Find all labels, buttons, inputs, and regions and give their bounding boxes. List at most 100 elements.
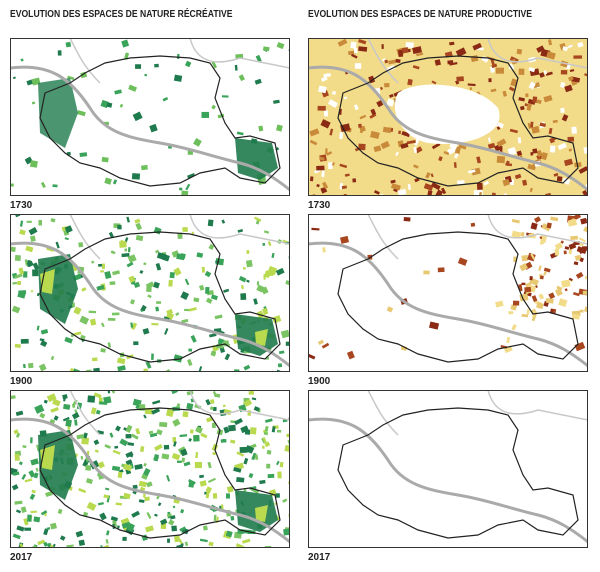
land-patch [96,284,105,291]
land-patch [230,439,236,444]
land-patch [225,493,231,499]
land-patch [526,103,532,111]
land-patch [30,437,33,444]
land-patch [78,242,84,248]
land-patch [65,419,72,427]
land-patch [567,218,578,227]
land-patch [135,427,141,435]
land-patch [324,110,328,117]
land-patch [111,465,121,472]
land-patch [127,442,135,446]
land-patch [225,530,233,538]
land-patch [156,301,161,304]
land-patch [255,219,260,225]
land-patch [248,472,254,479]
land-patch [275,267,285,276]
land-patch [528,66,536,73]
land-patch [156,252,167,260]
land-patch [173,267,182,276]
land-patch [496,126,501,131]
land-patch [275,124,283,132]
land-patch [155,306,160,312]
land-patch [12,281,18,285]
land-patch [134,463,143,470]
land-patch [100,270,104,273]
land-patch [76,434,85,440]
land-patch [149,123,158,133]
land-patch [53,415,59,421]
land-patch [11,305,21,314]
land-patch [381,44,384,49]
land-patch [259,479,266,485]
land-patch [154,513,158,517]
land-patch [246,279,250,283]
land-patch [86,501,97,511]
land-patch [146,511,152,519]
land-patch [560,81,566,88]
land-patch [209,333,217,338]
land-patch [382,126,392,134]
land-patch [558,298,568,308]
land-patch [379,193,384,196]
land-patch [251,397,257,401]
land-patch [239,446,248,453]
land-patch [262,242,266,246]
land-patch [531,313,537,322]
land-patch [539,241,545,245]
land-patch [26,220,32,223]
canal [367,38,588,84]
land-patch [469,87,473,91]
land-patch [405,41,414,49]
land-patch [188,437,192,442]
land-patch [161,453,170,460]
land-patch [187,172,196,179]
land-patch [133,341,139,346]
land-patch [76,110,86,117]
map-panel [308,38,588,196]
panel-border [308,214,588,372]
land-patch [145,281,155,289]
land-patch [536,99,542,104]
land-patch [390,179,396,184]
land-patch [12,471,20,476]
land-patch [110,250,116,255]
land-patch [40,510,48,516]
land-patch [14,254,21,262]
land-patch [400,142,409,149]
land-patch [85,464,92,471]
canal [69,38,290,84]
land-patch [285,341,290,346]
land-patch [20,338,29,344]
land-patch [33,472,39,479]
land-patch [499,146,503,153]
land-patch [79,315,90,325]
land-patch [570,235,579,240]
land-patch [114,445,119,449]
land-patch [91,260,95,264]
land-patch [571,126,577,134]
land-patch [98,263,103,267]
land-patch [22,444,27,449]
land-patch [172,437,177,443]
land-patch [99,512,107,521]
land-patch [179,526,186,532]
land-patch [152,400,161,405]
land-patch [175,312,180,317]
land-patch [254,216,262,222]
panel-border [308,38,588,196]
land-patch [190,335,197,343]
land-patch [153,226,162,235]
land-patch [412,46,422,55]
canal [367,214,588,260]
land-patch [530,121,534,128]
land-patch [37,539,46,546]
land-patch [430,173,434,178]
land-patch [130,322,134,328]
land-patch [423,183,434,191]
land-patch [163,444,170,450]
land-patch [434,59,441,66]
land-patch [25,245,34,253]
land-patch [19,220,24,227]
land-patch [181,318,189,324]
panel-border [10,390,290,548]
